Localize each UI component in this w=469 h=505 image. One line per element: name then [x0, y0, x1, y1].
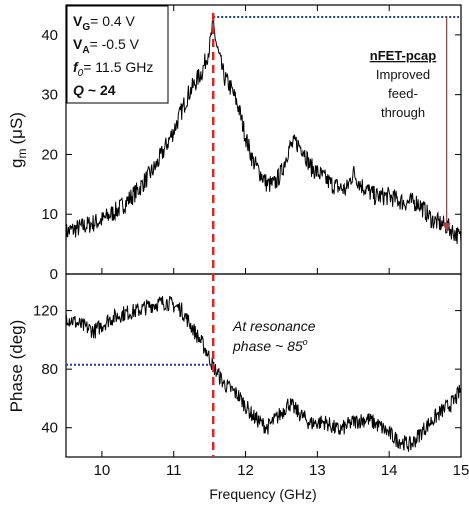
side-line-1: Improved: [376, 67, 430, 82]
top-y-tick-label: 30: [41, 87, 58, 104]
va-annotation: VA= -0.5 V: [73, 36, 140, 56]
bottom-y-tick-label: 80: [41, 361, 58, 378]
x-tick-label: 12: [237, 462, 254, 479]
x-axis-label: Frequency (GHz): [209, 486, 316, 502]
top-y-tick-label: 0: [50, 266, 58, 283]
q-annotation: Q ~ 24: [73, 82, 116, 98]
phase-series-line: [66, 295, 461, 452]
f0-annotation: f0= 11.5 GHz: [73, 59, 153, 79]
gm-series-line: [66, 17, 461, 245]
side-title: nFET-pcap: [370, 48, 437, 63]
x-tick-label: 11: [166, 462, 182, 479]
x-ticks: 10 11 12 13 14 15: [94, 5, 469, 479]
side-line-2: feed-: [388, 86, 418, 101]
bottom-y-ticks: 40 80 120: [33, 303, 461, 437]
parameter-box: [66, 5, 169, 104]
feedthrough-arrow-head: [442, 223, 451, 233]
vg-annotation: VG= 0.4 V: [73, 13, 136, 33]
x-tick-label: 15: [453, 462, 469, 479]
x-tick-label: 13: [309, 462, 326, 479]
x-tick-label: 14: [381, 462, 398, 479]
top-y-axis-label: gm(μS): [7, 112, 29, 168]
resonance-annotation-line-2: phase ~ 85o: [232, 337, 308, 354]
side-line-3: through: [381, 105, 425, 120]
top-y-tick-label: 10: [41, 206, 58, 223]
top-y-tick-label: 20: [41, 146, 58, 163]
bottom-y-tick-label: 40: [41, 420, 58, 437]
x-tick-label: 10: [94, 462, 111, 479]
resonance-annotation-line-1: At resonance: [232, 318, 316, 334]
bottom-y-axis-label: Phase (deg): [7, 320, 26, 413]
bottom-y-tick-label: 120: [33, 303, 58, 320]
top-y-tick-label: 40: [41, 27, 58, 44]
